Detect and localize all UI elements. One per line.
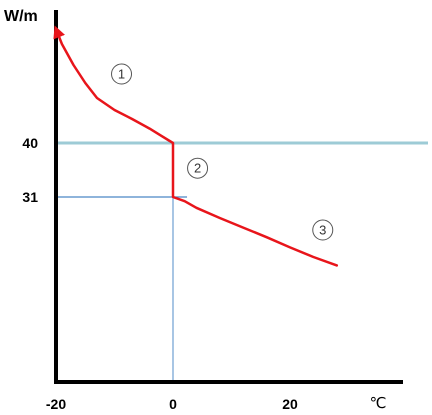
x-axis-unit-label: ℃	[370, 394, 387, 412]
series-layer	[53, 25, 339, 267]
tick-labels: -20 0 20 40 31	[22, 135, 298, 412]
reference-lines	[56, 141, 428, 382]
x-tick-label: 0	[169, 396, 177, 412]
annotation-label-3: 3	[319, 223, 326, 238]
annotation-label-1: 1	[118, 67, 125, 82]
x-tick-label: 20	[282, 396, 298, 412]
annotation-circle-1	[111, 63, 133, 85]
series-line-1	[53, 25, 339, 267]
axes	[54, 10, 403, 384]
annotation-circle-2	[187, 157, 209, 179]
x-tick-label: -20	[46, 396, 66, 412]
annotation-circle-3	[312, 219, 334, 241]
annotation-label-2: 2	[194, 161, 201, 176]
y-axis-label: W/m	[4, 8, 38, 25]
y-tick-label: 40	[22, 135, 38, 151]
annotations: 1 2 3	[111, 63, 334, 241]
y-tick-label: 31	[22, 189, 38, 205]
